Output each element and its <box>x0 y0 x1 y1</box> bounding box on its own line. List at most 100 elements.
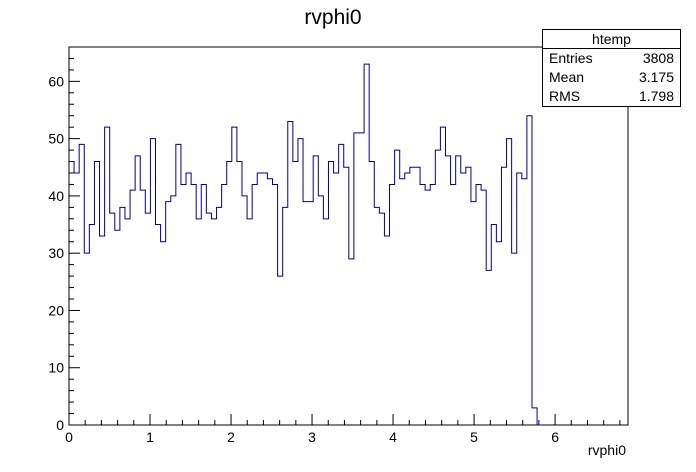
histogram-bins <box>69 64 537 425</box>
stats-label: RMS <box>549 88 581 104</box>
x-axis-label: rvphi0 <box>588 442 626 458</box>
histogram-bin <box>181 184 186 425</box>
histogram-bin <box>496 242 501 425</box>
histogram-bin <box>237 162 242 425</box>
histogram-bin <box>94 162 99 425</box>
histogram-bin <box>507 139 512 425</box>
histogram-bin <box>242 196 247 425</box>
histogram-bin <box>303 202 308 425</box>
y-tick-label: 30 <box>48 245 64 261</box>
histogram-bin <box>247 219 252 425</box>
histogram-bin <box>384 236 389 425</box>
histogram-bin <box>466 167 471 425</box>
histogram-bin <box>252 184 257 425</box>
histogram-bin <box>232 127 237 425</box>
histogram-bin <box>84 253 89 425</box>
x-tick-label: 6 <box>551 429 559 445</box>
y-tick-label: 40 <box>48 188 64 204</box>
x-axis: 0 1 2 3 4 5 6 <box>65 414 621 445</box>
y-axis: 0 10 20 30 40 50 60 <box>48 46 80 433</box>
plot-frame <box>68 46 629 426</box>
histogram-bin <box>166 202 171 425</box>
histogram-bin <box>217 207 222 425</box>
histogram-bin <box>339 144 344 425</box>
stats-row-rms: RMS 1.798 <box>543 87 680 106</box>
histogram-bin <box>288 121 293 425</box>
y-tick-label: 50 <box>48 131 64 147</box>
histogram-bin <box>145 213 150 425</box>
histogram-bin <box>308 202 313 425</box>
histogram-bin <box>273 184 278 425</box>
histogram-bin <box>100 236 105 425</box>
histogram-bin <box>323 219 328 425</box>
histogram-bin <box>130 190 135 425</box>
stats-row-mean: Mean 3.175 <box>543 68 680 87</box>
histogram-bin <box>222 184 227 425</box>
histogram-bin <box>415 167 420 425</box>
histogram-bin <box>405 173 410 425</box>
histogram-bin <box>211 219 216 425</box>
histogram-bin <box>201 184 206 425</box>
histogram-bin <box>501 167 506 425</box>
x-tick-label: 0 <box>65 429 73 445</box>
histogram-bin <box>328 162 333 425</box>
histogram-bin <box>318 196 323 425</box>
histogram-bin <box>486 270 491 425</box>
histogram-bin <box>334 173 339 425</box>
stats-value: 3.175 <box>638 69 674 85</box>
histogram-bin <box>125 219 130 425</box>
histogram-bin <box>262 173 267 425</box>
histogram-bin <box>206 213 211 425</box>
histogram-bin <box>410 167 415 425</box>
histogram-bin <box>390 184 395 425</box>
histogram-bin <box>155 225 160 425</box>
x-tick-label: 3 <box>308 429 316 445</box>
histogram-bin <box>79 144 84 425</box>
stats-label: Mean <box>549 69 585 85</box>
histogram-bin <box>517 173 522 425</box>
histogram-bin <box>359 133 364 425</box>
histogram-bin <box>512 253 517 425</box>
histogram-bin <box>344 167 349 425</box>
histogram-bin <box>349 259 354 425</box>
chart-title: rvphi0 <box>304 6 361 29</box>
histogram-line <box>69 63 543 426</box>
stats-box-title: htemp <box>543 30 680 49</box>
histogram-bin <box>461 173 466 425</box>
histogram-bin <box>476 184 481 425</box>
histogram-bin <box>354 133 359 425</box>
y-tick-label: 20 <box>48 302 64 318</box>
histogram-bin <box>257 173 262 425</box>
histogram-bin <box>161 242 166 425</box>
histogram-bin <box>105 127 110 425</box>
histogram-bin <box>451 184 456 425</box>
histogram-bin <box>445 156 450 425</box>
histogram-bin <box>298 139 303 425</box>
histogram-bin <box>395 150 400 425</box>
stats-box: htemp Entries 3808 Mean 3.175 RMS 1.798 <box>542 29 681 107</box>
x-tick-label: 1 <box>146 429 154 445</box>
histogram-bin <box>191 184 196 425</box>
histogram-bin <box>227 162 232 425</box>
histogram-bin <box>425 190 430 425</box>
histogram-bin <box>374 207 379 425</box>
y-tick-label: 10 <box>48 360 64 376</box>
histogram-bin <box>176 144 181 425</box>
histogram-bin <box>186 173 191 425</box>
histogram-bin <box>364 64 369 425</box>
histogram-bin <box>481 190 486 425</box>
histogram-bin <box>69 162 74 425</box>
histogram-bin <box>440 127 445 425</box>
histogram-bin <box>89 225 94 425</box>
histogram-bin <box>369 162 374 425</box>
histogram-bin <box>471 202 476 425</box>
histogram-bin <box>420 184 425 425</box>
histogram-bin <box>120 207 125 425</box>
stats-value: 3808 <box>642 50 674 66</box>
histogram-bin <box>456 156 461 425</box>
histogram-bin <box>115 230 120 425</box>
histogram-bin <box>293 162 298 425</box>
histogram-bin <box>283 207 288 425</box>
y-tick-label: 0 <box>56 417 64 433</box>
x-tick-label: 4 <box>389 429 397 445</box>
